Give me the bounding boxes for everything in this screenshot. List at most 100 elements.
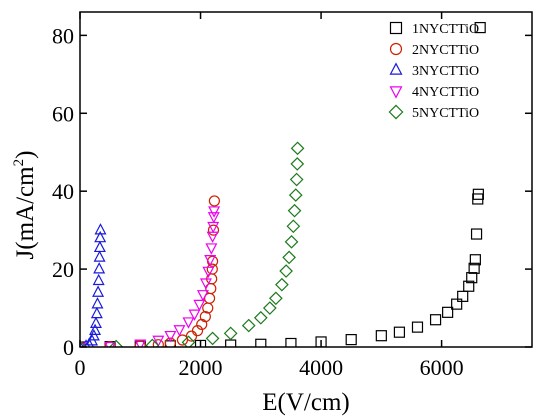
data-point-3NYCTTiO-12 bbox=[93, 250, 106, 262]
data-point-5NYCTTiO-0 bbox=[80, 340, 87, 347]
data-point-3NYCTTiO-14 bbox=[94, 230, 107, 243]
legend-marker-2NYCTTiO bbox=[389, 42, 403, 56]
data-point-2NYCTTiO-4 bbox=[164, 337, 176, 347]
legend-label-1NYCTTiO: 1NYCTTiO bbox=[412, 22, 479, 37]
series-5NYCTTiO bbox=[80, 141, 305, 347]
legend-marker-5NYCTTiO bbox=[388, 104, 404, 120]
data-point-1NYCTTiO-24 bbox=[474, 21, 486, 34]
data-point-1NYCTTiO-5 bbox=[225, 339, 237, 347]
data-point-1NYCTTiO-6 bbox=[255, 338, 267, 347]
data-point-4NYCTTiO-3 bbox=[152, 335, 165, 347]
data-point-1NYCTTiO-14 bbox=[442, 306, 454, 318]
data-point-3NYCTTiO-4 bbox=[87, 329, 100, 341]
data-point-1NYCTTiO-19 bbox=[468, 262, 480, 274]
data-point-5NYCTTiO-17 bbox=[289, 172, 304, 187]
legend-marker-3NYCTTiO bbox=[389, 62, 403, 75]
y-axis-title: J(mA/cm2) bbox=[11, 151, 39, 260]
data-point-2NYCTTiO-5 bbox=[176, 334, 189, 346]
series-4NYCTTiO bbox=[80, 206, 221, 347]
data-point-3NYCTTiO-6 bbox=[89, 316, 102, 328]
data-point-5NYCTTiO-9 bbox=[269, 291, 283, 306]
data-point-4NYCTTiO-7 bbox=[188, 309, 201, 321]
data-point-3NYCTTiO-7 bbox=[90, 306, 103, 319]
data-point-1NYCTTiO-11 bbox=[393, 326, 406, 338]
data-point-4NYCTTiO-6 bbox=[182, 317, 195, 329]
y-tick-label: 80 bbox=[52, 23, 74, 48]
data-point-2NYCTTiO-7 bbox=[191, 325, 204, 337]
data-point-5NYCTTiO-12 bbox=[282, 250, 296, 265]
data-point-5NYCTTiO-16 bbox=[288, 188, 303, 202]
data-point-1NYCTTiO-17 bbox=[463, 280, 475, 292]
data-point-5NYCTTiO-14 bbox=[286, 219, 301, 234]
data-point-3NYCTTiO-13 bbox=[93, 240, 106, 253]
data-point-4NYCTTiO-2 bbox=[134, 339, 147, 347]
data-point-4NYCTTiO-9 bbox=[196, 290, 209, 302]
legend-label-4NYCTTiO: 4NYCTTiO bbox=[412, 85, 479, 100]
data-point-1NYCTTiO-21 bbox=[470, 228, 483, 240]
data-point-1NYCTTiO-10 bbox=[375, 330, 387, 342]
x-tick-label: 0 bbox=[75, 355, 86, 380]
y-tick-label: 20 bbox=[52, 257, 74, 282]
legend-label-5NYCTTiO: 5NYCTTiO bbox=[412, 106, 479, 121]
data-point-5NYCTTiO-13 bbox=[284, 234, 299, 249]
data-point-3NYCTTiO-2 bbox=[84, 337, 94, 347]
data-point-3NYCTTiO-9 bbox=[92, 285, 105, 297]
data-point-4NYCTTiO-1 bbox=[104, 341, 117, 347]
y-axis-title-close: ) bbox=[12, 151, 39, 159]
data-point-5NYCTTiO-11 bbox=[279, 264, 293, 278]
y-axis-ticks: 0 20 40 60 80 bbox=[52, 23, 532, 360]
x-axis-ticks: 0 2000 4000 6000 bbox=[75, 12, 464, 380]
data-point-5NYCTTiO-19 bbox=[290, 141, 305, 156]
series-3NYCTTiO bbox=[80, 223, 107, 347]
legend: 1NYCTTiO 2NYCTTiO 3NYCTTiO 4NYCTTiO 5NYCTTiO bbox=[388, 21, 479, 121]
data-point-5NYCTTiO-5 bbox=[223, 326, 238, 341]
y-tick-label: 40 bbox=[52, 179, 74, 204]
x-tick-label: 6000 bbox=[420, 355, 464, 380]
data-point-2NYCTTiO-16 bbox=[207, 224, 220, 236]
x-tick-label: 2000 bbox=[179, 355, 223, 380]
data-point-1NYCTTiO-20 bbox=[469, 254, 481, 266]
data-point-5NYCTTiO-1 bbox=[109, 339, 124, 347]
data-point-2NYCTTiO-3 bbox=[152, 339, 164, 347]
data-point-5NYCTTiO-2 bbox=[145, 338, 160, 347]
data-point-1NYCTTiO-15 bbox=[451, 298, 463, 310]
data-point-4NYCTTiO-14 bbox=[206, 231, 219, 244]
data-point-4NYCTTiO-11 bbox=[202, 266, 215, 279]
data-point-3NYCTTiO-10 bbox=[92, 273, 105, 286]
y-tick-label: 60 bbox=[52, 101, 74, 126]
data-point-5NYCTTiO-18 bbox=[290, 157, 305, 171]
data-point-5NYCTTiO-6 bbox=[241, 318, 256, 333]
data-point-1NYCTTiO-13 bbox=[429, 314, 442, 326]
legend-label-2NYCTTiO: 2NYCTTiO bbox=[412, 43, 479, 58]
data-point-4NYCTTiO-10 bbox=[199, 278, 212, 290]
legend-marker-1NYCTTiO bbox=[389, 21, 403, 35]
x-axis-title: E(V/cm) bbox=[262, 389, 349, 416]
plot-frame bbox=[79, 11, 533, 348]
data-point-2NYCTTiO-10 bbox=[202, 302, 214, 314]
data-point-1NYCTTiO-7 bbox=[285, 337, 297, 347]
data-point-5NYCTTiO-10 bbox=[275, 277, 289, 292]
data-point-1NYCTTiO-16 bbox=[457, 290, 469, 302]
data-point-4NYCTTiO-13 bbox=[205, 243, 218, 255]
y-tick-label: 0 bbox=[63, 335, 74, 360]
series-layer bbox=[80, 21, 486, 347]
legend-label-3NYCTTiO: 3NYCTTiO bbox=[412, 64, 479, 79]
data-point-5NYCTTiO-4 bbox=[205, 331, 220, 346]
legend-marker-4NYCTTiO bbox=[389, 86, 403, 99]
data-point-2NYCTTiO-17 bbox=[208, 195, 220, 207]
data-point-4NYCTTiO-4 bbox=[164, 330, 177, 343]
data-point-5NYCTTiO-3 bbox=[181, 335, 196, 347]
data-point-4NYCTTiO-8 bbox=[193, 299, 206, 312]
data-point-5NYCTTiO-7 bbox=[253, 310, 268, 325]
data-point-4NYCTTiO-16 bbox=[207, 212, 220, 224]
data-point-3NYCTTiO-15 bbox=[94, 223, 107, 235]
data-point-5NYCTTiO-8 bbox=[262, 301, 277, 315]
data-point-2NYCTTiO-9 bbox=[199, 311, 211, 323]
x-tick-label: 4000 bbox=[299, 355, 343, 380]
data-point-3NYCTTiO-11 bbox=[93, 262, 106, 274]
series-1NYCTTiO bbox=[80, 21, 486, 347]
data-point-2NYCTTiO-2 bbox=[134, 340, 146, 347]
data-point-1NYCTTiO-9 bbox=[345, 333, 357, 346]
data-point-4NYCTTiO-12 bbox=[204, 255, 217, 267]
